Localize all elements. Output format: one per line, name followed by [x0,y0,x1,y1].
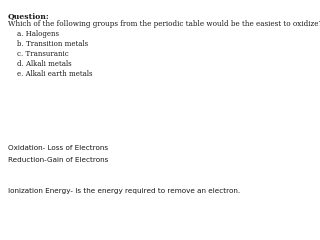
Text: d. Alkali metals: d. Alkali metals [8,60,72,68]
Text: Question:: Question: [8,12,50,20]
Text: Which of the following groups from the periodic table would be the easiest to ox: Which of the following groups from the p… [8,20,320,28]
Text: a. Halogens: a. Halogens [8,30,59,38]
Text: Reduction-Gain of Electrons: Reduction-Gain of Electrons [8,157,108,163]
Text: Oxidation- Loss of Electrons: Oxidation- Loss of Electrons [8,145,108,151]
Text: b. Transition metals: b. Transition metals [8,40,88,48]
Text: c. Transuranic: c. Transuranic [8,50,69,58]
Text: e. Alkali earth metals: e. Alkali earth metals [8,70,92,78]
Text: Ionization Energy- Is the energy required to remove an electron.: Ionization Energy- Is the energy require… [8,188,240,194]
